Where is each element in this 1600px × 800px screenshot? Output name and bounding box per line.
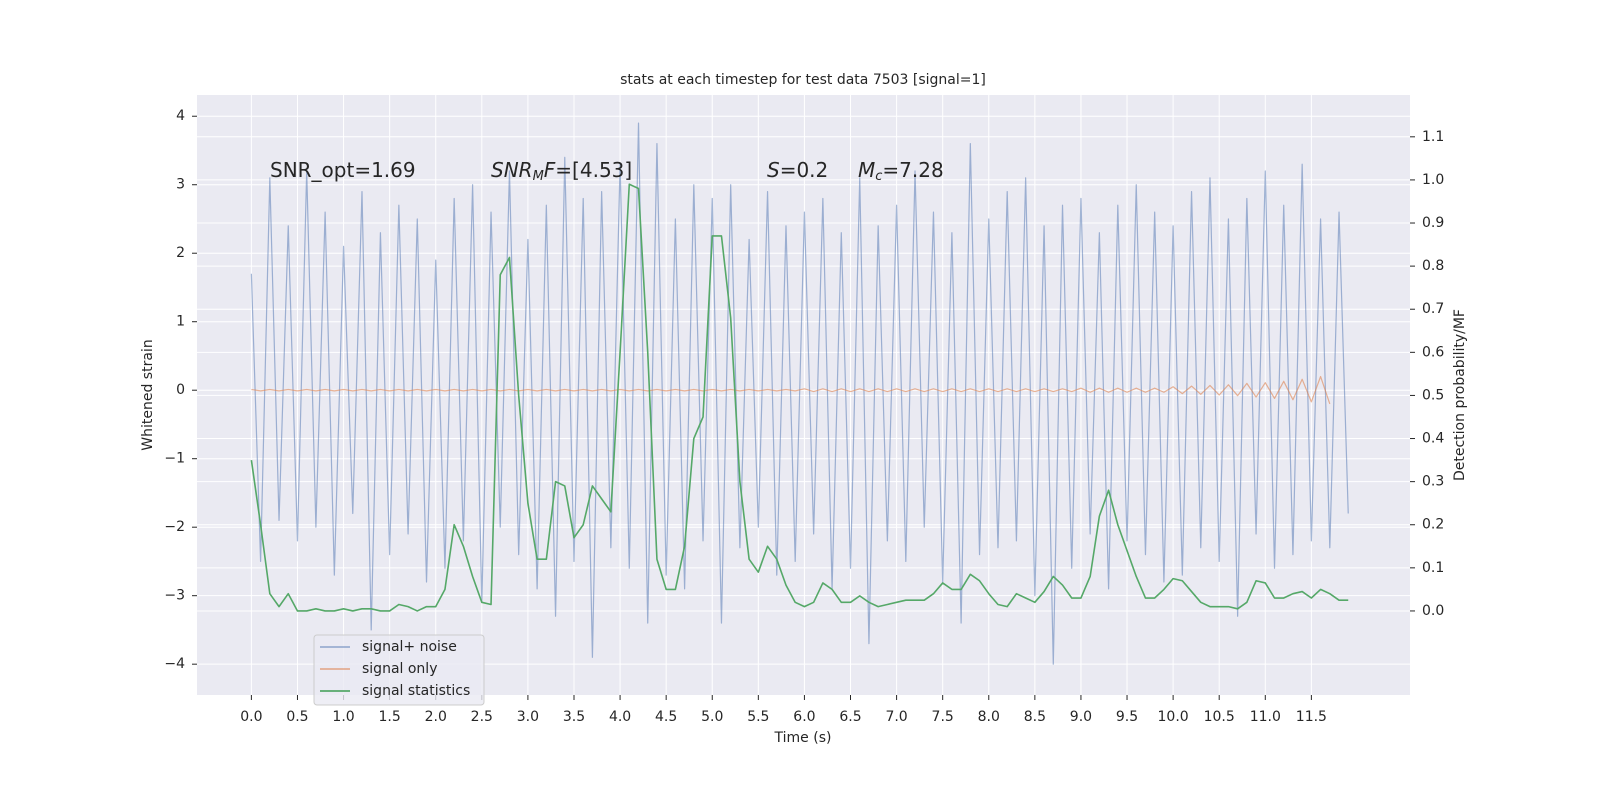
x-tick-label: 5.5 bbox=[747, 709, 769, 725]
x-tick-label: 0.0 bbox=[240, 709, 262, 725]
x-tick-label: 0.5 bbox=[286, 709, 308, 725]
x-tick-label: 4.0 bbox=[609, 709, 631, 725]
y2-axis-label: Detection probability/MF bbox=[1452, 309, 1468, 481]
x-tick-label: 2.0 bbox=[425, 709, 447, 725]
y-tick-label: 0 bbox=[176, 382, 185, 398]
y2-tick-label: 0.9 bbox=[1422, 215, 1444, 231]
annotation-part: SNR_opt=1.69 bbox=[270, 158, 416, 182]
x-tick-label: 3.5 bbox=[563, 709, 585, 725]
annotation-part: =7.28 bbox=[882, 158, 943, 182]
x-tick-label: 9.0 bbox=[1070, 709, 1092, 725]
annotation-part: =[4.53] bbox=[555, 158, 632, 182]
annotation: S=0.2 bbox=[767, 158, 828, 182]
y2-tick-label: 0.2 bbox=[1422, 517, 1444, 533]
annotation: Mc=7.28 bbox=[858, 158, 944, 184]
legend-label: signal+ noise bbox=[362, 639, 457, 655]
x-tick-label: 1.5 bbox=[379, 709, 401, 725]
legend-label: signal statistics bbox=[362, 683, 470, 699]
x-tick-label: 8.5 bbox=[1024, 709, 1046, 725]
y2-tick-label: 0.8 bbox=[1422, 258, 1444, 274]
y2-tick-label: 0.7 bbox=[1422, 301, 1444, 317]
y-tick-label: −3 bbox=[164, 588, 185, 604]
annotation-part: F bbox=[544, 158, 556, 182]
x-tick-label: 11.5 bbox=[1296, 709, 1327, 725]
y-tick-label: −2 bbox=[164, 519, 185, 535]
y-tick-label: 4 bbox=[176, 108, 185, 124]
legend-box bbox=[313, 634, 485, 706]
y-tick-label: 2 bbox=[176, 245, 185, 261]
y-tick-label: −4 bbox=[164, 656, 185, 672]
y2-tick-label: 0.1 bbox=[1422, 560, 1444, 576]
y-tick-label: −1 bbox=[164, 451, 185, 467]
y2-tick-label: 0.3 bbox=[1422, 474, 1444, 490]
x-tick-label: 6.0 bbox=[793, 709, 815, 725]
y-tick-label: 3 bbox=[176, 177, 185, 193]
y-axis-label: Whitened strain bbox=[140, 339, 156, 450]
chart-title: stats at each timestep for test data 750… bbox=[620, 72, 986, 88]
annotation: SNRMF=[4.53] bbox=[491, 158, 632, 184]
series-line bbox=[250, 122, 1349, 665]
x-tick-label: 1.0 bbox=[332, 709, 354, 725]
annotation-part: c bbox=[875, 169, 882, 184]
annotation-part: SNR bbox=[491, 158, 533, 182]
x-tick-label: 9.5 bbox=[1116, 709, 1138, 725]
annotation-part: S bbox=[767, 158, 780, 182]
x-tick-label: 6.5 bbox=[839, 709, 861, 725]
x-tick-label: 10.5 bbox=[1204, 709, 1235, 725]
y2-tick-label: 0.6 bbox=[1422, 344, 1444, 360]
x-tick-label: 3.0 bbox=[517, 709, 539, 725]
series-line bbox=[251, 375, 1331, 405]
x-tick-label: 8.0 bbox=[978, 709, 1000, 725]
x-tick-label: 7.5 bbox=[932, 709, 954, 725]
x-tick-label: 11.0 bbox=[1250, 709, 1281, 725]
annotation-part: M bbox=[533, 169, 544, 184]
series-line bbox=[250, 183, 1349, 612]
annotation-part: M bbox=[858, 158, 875, 182]
y-tick-label: 1 bbox=[176, 314, 185, 330]
x-tick-label: 7.0 bbox=[885, 709, 907, 725]
x-tick-label: 10.0 bbox=[1158, 709, 1189, 725]
x-tick-label: 2.5 bbox=[471, 709, 493, 725]
annotation-part: =0.2 bbox=[780, 158, 829, 182]
y2-tick-label: 0.4 bbox=[1422, 431, 1444, 447]
x-tick-label: 4.5 bbox=[655, 709, 677, 725]
x-tick-label: 5.0 bbox=[701, 709, 723, 725]
y2-tick-label: 0.0 bbox=[1422, 603, 1444, 619]
annotation: SNR_opt=1.69 bbox=[270, 158, 416, 182]
legend-label: signal only bbox=[362, 661, 437, 677]
x-axis-label: Time (s) bbox=[774, 730, 832, 746]
y2-tick-label: 1.1 bbox=[1422, 129, 1444, 145]
legend: signal+ noise signal only signal statistic… bbox=[313, 634, 485, 706]
y2-tick-label: 0.5 bbox=[1422, 387, 1444, 403]
y2-tick-label: 1.0 bbox=[1422, 172, 1444, 188]
